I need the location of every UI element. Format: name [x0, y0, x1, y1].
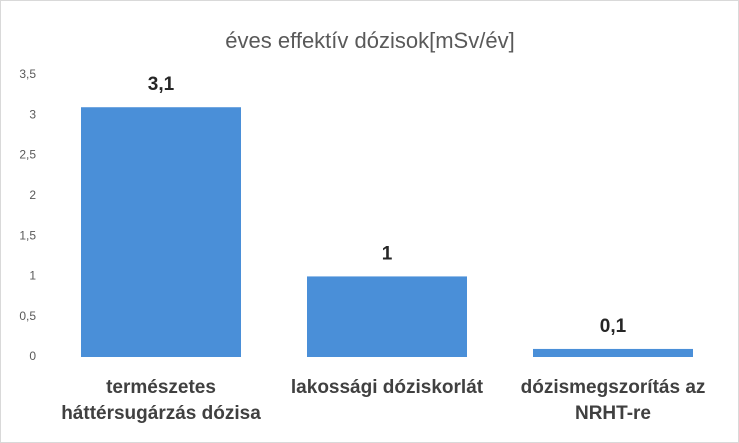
data-label: 0,1 — [600, 316, 627, 337]
y-tick-label: 3,5 — [19, 67, 36, 81]
data-label: 1 — [382, 243, 393, 264]
y-tick-label: 0,5 — [19, 309, 36, 323]
bar — [307, 276, 467, 357]
y-tick-label: 1 — [29, 269, 36, 283]
x-tick-label: lakossági dóziskorlát — [290, 377, 484, 398]
x-tick-label: dózismegszorítás az NRHT-re — [520, 377, 706, 424]
data-label: 3,1 — [148, 74, 175, 95]
chart-title: éves effektív dózisok[mSv/év] — [225, 28, 514, 53]
y-tick-label: 3 — [29, 107, 36, 121]
x-tick-label: természetes háttérsugárzás dózisa — [61, 377, 261, 424]
bar — [81, 107, 241, 357]
y-tick-label: 2,5 — [19, 148, 36, 162]
y-tick-label: 2 — [29, 188, 36, 202]
y-tick-label: 1,5 — [19, 228, 36, 242]
y-tick-label: 0 — [29, 349, 36, 363]
bar — [533, 348, 693, 357]
